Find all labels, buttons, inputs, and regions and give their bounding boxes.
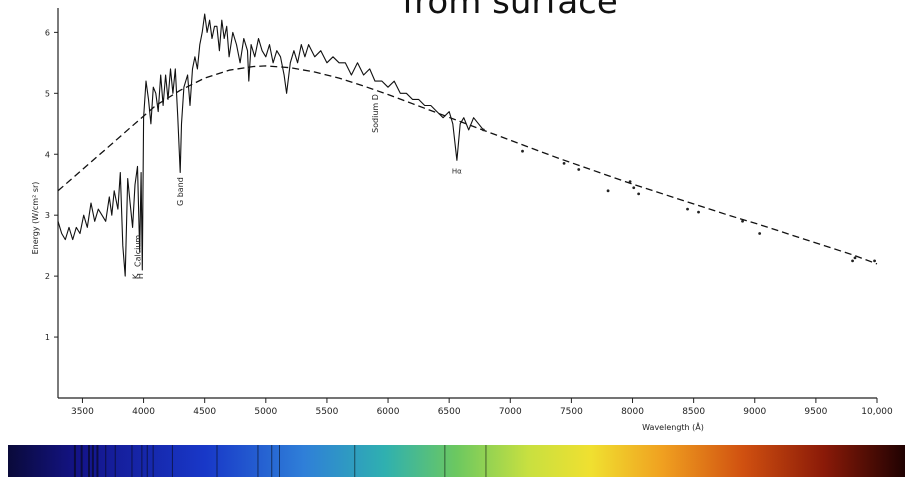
x-axis-label: Wavelength (Å): [642, 421, 704, 432]
y-tick-label: 6: [45, 28, 50, 37]
measured-point: [632, 186, 636, 190]
y-tick-label: 5: [45, 89, 50, 98]
y-axis-label: Energy (W/cm² sr): [31, 182, 40, 255]
visible-spectrum-strip: [8, 445, 905, 477]
y-tick-label: 1: [45, 333, 50, 342]
measured-point: [577, 168, 581, 171]
x-tick-label: 5500: [315, 407, 338, 417]
line-annotation: Hα: [452, 167, 462, 175]
measured-point: [873, 259, 876, 263]
chart-labels: Wavelength (Å)Energy (W/cm² sr) CalciumKH…: [31, 94, 704, 432]
measured-point: [853, 256, 857, 260]
x-tick-label: 7000: [499, 407, 522, 417]
chart-ticks: 3500 4000 4500 5000 5500 6000 6500 7000 7500 8000…: [45, 28, 893, 417]
measured-point: [758, 232, 762, 235]
measured-point: [686, 207, 689, 211]
x-tick-label: 8000: [621, 407, 644, 417]
x-tick-label: 6000: [377, 407, 400, 417]
measured-point: [741, 219, 744, 223]
line-annotation: G band: [176, 177, 185, 206]
measured-point: [637, 192, 641, 196]
line-annotation: K: [132, 273, 141, 279]
y-tick-label: 3: [45, 211, 50, 220]
y-tick-label: 2: [45, 272, 50, 281]
measured-point: [606, 189, 610, 193]
measured-point: [697, 210, 700, 214]
x-tick-label: 7500: [560, 407, 583, 417]
chart-axes: [57, 8, 877, 399]
line-annotation: Calcium: [133, 235, 142, 267]
chart-series: [57, 13, 878, 277]
measured-point: [521, 149, 524, 153]
measured-point: [851, 259, 854, 263]
x-tick-label: 8500: [682, 407, 705, 417]
measured-point: [562, 161, 566, 165]
blackbody-curve: [57, 65, 878, 265]
x-tick-label: 3500: [71, 407, 94, 417]
x-tick-label: 9000: [743, 407, 766, 417]
x-tick-label: 6500: [438, 407, 461, 417]
solar-spectrum-curve: [57, 13, 484, 277]
line-annotation: Sodium D: [371, 94, 380, 133]
slide-heading: from surface: [402, 0, 618, 22]
measured-point: [628, 180, 632, 184]
measured-point: [481, 128, 485, 132]
energy-spectrum-chart: 3500 4000 4500 5000 5500 6000 6500 7000 7500 8000…: [31, 8, 893, 432]
x-tick-label: 9500: [804, 407, 827, 417]
x-tick-label: 4000: [132, 407, 155, 417]
x-tick-label: 5000: [254, 407, 277, 417]
y-tick-label: 4: [45, 150, 50, 159]
x-tick-label: 4500: [193, 407, 216, 417]
line-annotation: H: [136, 273, 145, 279]
x-tick-label: 10,000: [861, 407, 893, 417]
